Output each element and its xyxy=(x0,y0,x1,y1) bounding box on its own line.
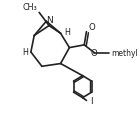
Text: H: H xyxy=(64,28,70,37)
Text: CH₃: CH₃ xyxy=(23,3,38,12)
Text: O: O xyxy=(91,49,98,58)
Text: I: I xyxy=(90,97,92,106)
Text: H: H xyxy=(22,47,28,56)
Text: methyl: methyl xyxy=(111,49,138,58)
Text: N: N xyxy=(46,16,53,25)
Text: O: O xyxy=(89,22,95,31)
